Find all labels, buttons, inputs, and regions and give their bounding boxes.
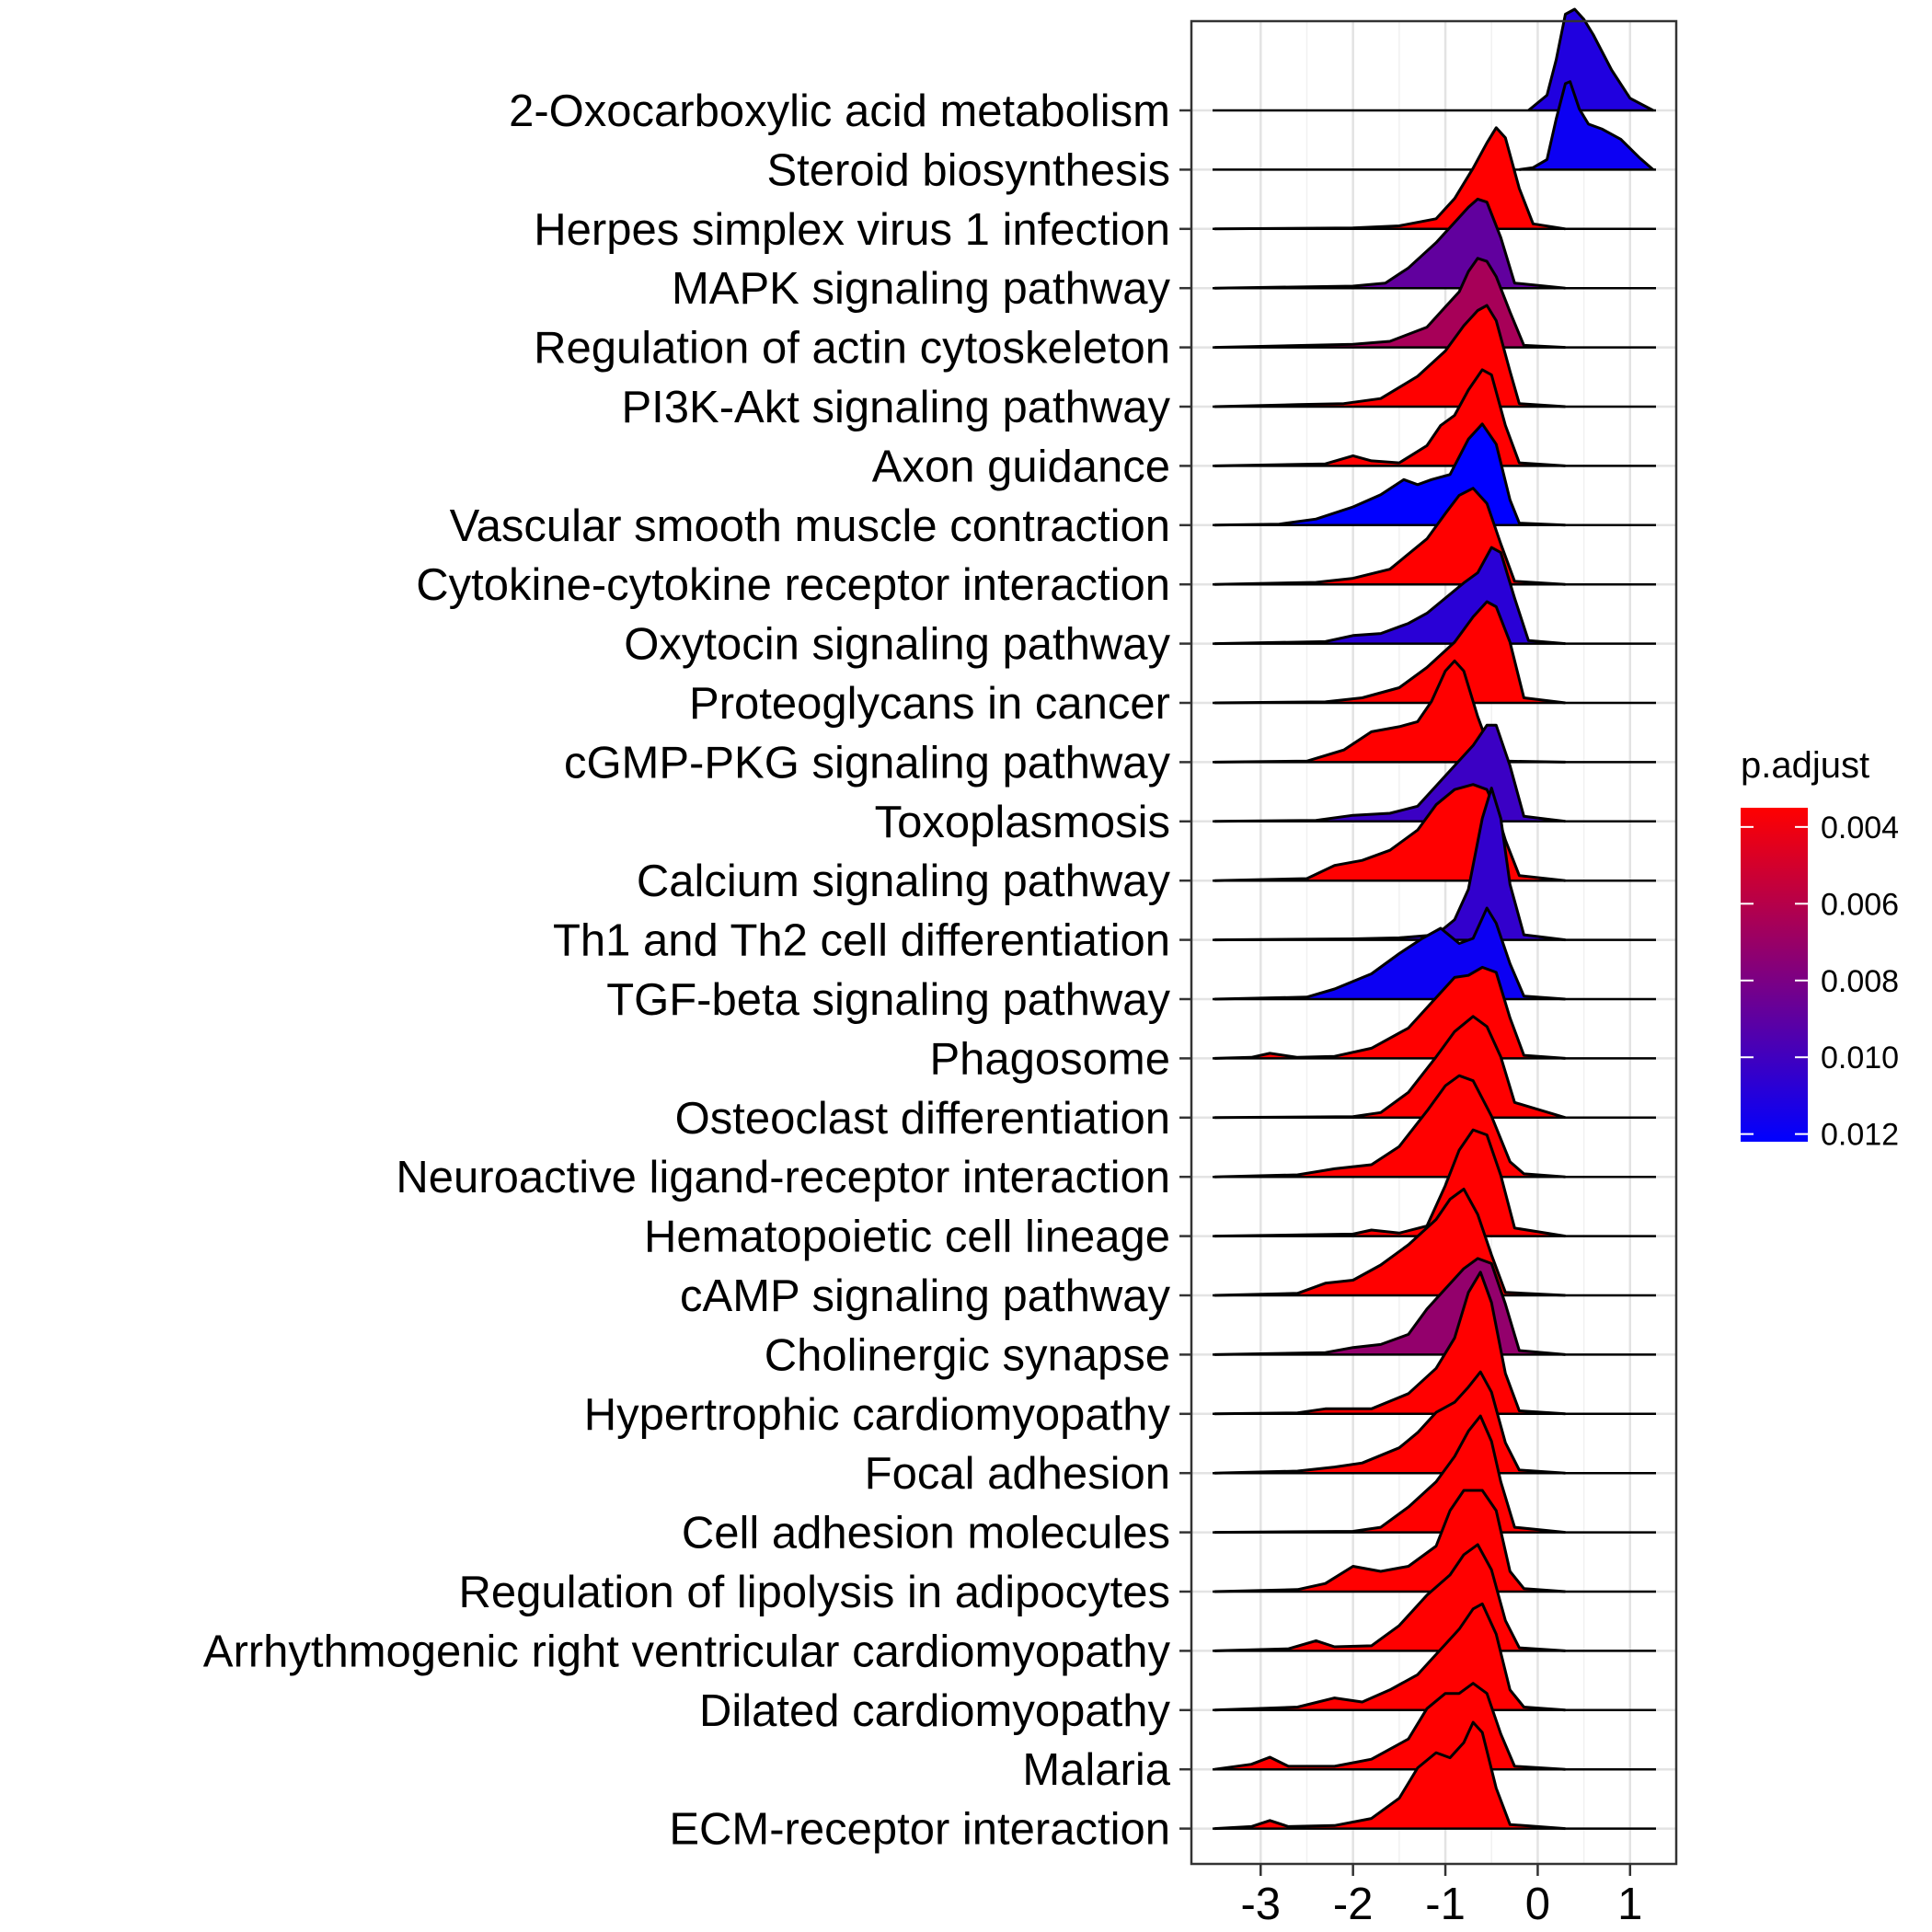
y-tick-label: Steroid biosynthesis bbox=[766, 145, 1170, 195]
x-tick-label: 0 bbox=[1525, 1880, 1550, 1929]
y-tick-label: Cell adhesion molecules bbox=[682, 1509, 1170, 1558]
y-tick-label: TGF-beta signaling pathway bbox=[606, 975, 1170, 1025]
ridge-outline bbox=[1214, 1602, 1566, 1712]
ridge-outline bbox=[1214, 197, 1566, 290]
legend-tick-label: 0.012 bbox=[1821, 1118, 1899, 1153]
ridge-outline bbox=[1214, 723, 1566, 823]
y-tick-label: Vascular smooth muscle contraction bbox=[450, 501, 1170, 551]
ridge-fill bbox=[1214, 1130, 1566, 1236]
ridge-fill bbox=[1214, 1722, 1566, 1829]
x-tick-label: 1 bbox=[1617, 1880, 1642, 1929]
ridge-fill bbox=[1214, 488, 1566, 585]
legend-tick-label: 0.008 bbox=[1821, 964, 1899, 999]
x-tick-label: -3 bbox=[1240, 1880, 1281, 1929]
ridge-outline bbox=[1214, 1257, 1566, 1356]
y-tick-label: Regulation of lipolysis in adipocytes bbox=[458, 1568, 1170, 1617]
ridge-9 bbox=[1213, 487, 1656, 586]
y-tick-label: cGMP-PKG signaling pathway bbox=[564, 738, 1171, 788]
y-tick-label: Axon guidance bbox=[872, 442, 1170, 491]
y-tick-label: Hematopoietic cell lineage bbox=[644, 1213, 1170, 1262]
ridge-outline bbox=[1519, 80, 1654, 171]
ridge-2 bbox=[1213, 80, 1656, 171]
ridge-outline bbox=[1214, 787, 1566, 942]
ridge-fill bbox=[1528, 9, 1653, 110]
legend-tick-label: 0.006 bbox=[1821, 887, 1899, 922]
y-tick-label: cAMP signaling pathway bbox=[680, 1271, 1170, 1321]
y-tick-label: Phagosome bbox=[929, 1034, 1170, 1084]
y-tick-label: Dilated cardiomyopathy bbox=[699, 1686, 1171, 1736]
y-tick-label: Regulation of actin cytoskeleton bbox=[534, 324, 1170, 374]
y-tick-label: Proteoglycans in cancer bbox=[689, 679, 1170, 729]
legend: p.adjust 0.004 0.006 0.008 0.010 0.012 bbox=[1741, 745, 1899, 1153]
ridge-outline bbox=[1214, 1128, 1566, 1238]
y-tick-label: Focal adhesion bbox=[865, 1449, 1170, 1499]
ridge-outline bbox=[1214, 1074, 1566, 1179]
ridge-outline bbox=[1214, 368, 1566, 467]
y-tick-label: Osteoclast differentiation bbox=[675, 1094, 1170, 1144]
legend-title: p.adjust bbox=[1741, 745, 1869, 786]
legend-colorbar bbox=[1741, 808, 1808, 1142]
legend-tick-label: 0.004 bbox=[1821, 811, 1899, 845]
y-tick-label: Oxytocin signaling pathway bbox=[624, 620, 1170, 670]
ridge-outline bbox=[1213, 1682, 1566, 1771]
x-tick-label: -1 bbox=[1425, 1880, 1466, 1929]
y-tick-label: Arrhythmogenic right ventricular cardiom… bbox=[203, 1627, 1171, 1676]
ridge-30 bbox=[1213, 1720, 1656, 1831]
ridge-outline bbox=[1214, 546, 1566, 646]
y-tick-label: ECM-receptor interaction bbox=[669, 1805, 1170, 1855]
x-tick-label: -2 bbox=[1333, 1880, 1374, 1929]
ridge-fill bbox=[1214, 602, 1566, 703]
ridge-outline bbox=[1214, 126, 1566, 231]
ridge-outline bbox=[1214, 1543, 1566, 1652]
legend-tick-label: 0.010 bbox=[1821, 1041, 1899, 1075]
ridge-outline bbox=[1214, 1720, 1566, 1831]
y-tick-label: Malaria bbox=[1022, 1745, 1170, 1795]
ridge-outline bbox=[1214, 906, 1566, 1001]
y-tick-label: MAPK signaling pathway bbox=[672, 264, 1171, 314]
ridge-outline bbox=[1214, 257, 1566, 350]
y-tick-label: 2-Oxocarboxylic acid metabolism bbox=[509, 86, 1170, 136]
y-tick-label: Hypertrophic cardiomyopathy bbox=[584, 1390, 1171, 1440]
x-axis: -3 -2 -1 0 1 bbox=[1240, 1864, 1642, 1929]
ridge-outline bbox=[1214, 422, 1566, 527]
y-tick-label: Herpes simplex virus 1 infection bbox=[534, 205, 1170, 255]
ridge-outline bbox=[1214, 1370, 1566, 1475]
ridge-outline bbox=[1214, 1271, 1566, 1416]
ridge-fill bbox=[1214, 788, 1566, 940]
ridge-1 bbox=[1213, 7, 1656, 112]
ridge-outline bbox=[1214, 487, 1566, 586]
y-axis-labels: 2-Oxocarboxylic acid metabolism Steroid b… bbox=[203, 86, 1191, 1855]
y-tick-label: Cholinergic synapse bbox=[765, 1330, 1170, 1380]
ridge-outline bbox=[1214, 965, 1566, 1060]
y-tick-label: Th1 and Th2 cell differentiation bbox=[553, 916, 1170, 966]
y-tick-label: Neuroactive ligand-receptor interaction bbox=[396, 1153, 1170, 1202]
y-tick-label: Toxoplasmosis bbox=[875, 798, 1170, 847]
ridge-outline bbox=[1214, 304, 1566, 408]
ridge-outline bbox=[1214, 1015, 1566, 1120]
ridge-outline bbox=[1214, 1489, 1566, 1593]
ridge-outline bbox=[1527, 7, 1654, 112]
plot-border bbox=[1190, 19, 1678, 1866]
ridge-fill bbox=[1214, 1604, 1566, 1710]
ridge-outline bbox=[1214, 600, 1566, 705]
ridge-outline bbox=[1214, 1414, 1566, 1535]
y-tick-label: Calcium signaling pathway bbox=[637, 857, 1171, 906]
ridge-outline bbox=[1214, 1188, 1566, 1297]
y-tick-label: PI3K-Akt signaling pathway bbox=[622, 383, 1171, 432]
y-tick-label: Cytokine-cytokine receptor interaction bbox=[416, 560, 1170, 610]
ridge-fill bbox=[1519, 81, 1653, 170]
ridge-series bbox=[1213, 7, 1656, 1831]
